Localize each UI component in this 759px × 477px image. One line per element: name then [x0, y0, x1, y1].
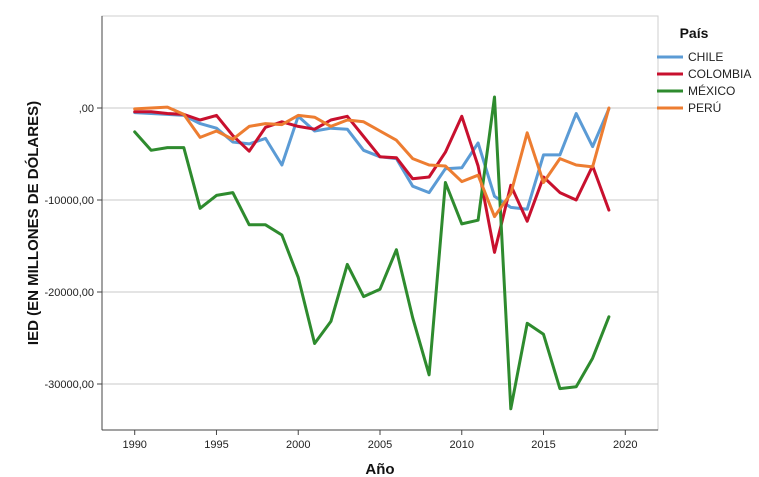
- y-tick-labels: ,00 -10000,00 -20000,00 -30000,00: [44, 103, 94, 391]
- series-line-colombia: [133, 110, 611, 254]
- series-line-perú: [133, 105, 611, 219]
- y-tick-label-1: -10000,00: [44, 195, 94, 207]
- x-tick-labels: 1990 1995 2000 2005 2010 2015 2020: [122, 439, 637, 451]
- grid-lines: [102, 107, 658, 385]
- legend-label-1: COLOMBIA: [688, 67, 751, 81]
- legend: País CHILE COLOMBIA MÉXICO PERÚ: [657, 25, 751, 115]
- plot-area: [101, 15, 659, 431]
- legend-items: CHILE COLOMBIA MÉXICO PERÚ: [657, 50, 751, 115]
- series-line-chile: [133, 107, 611, 211]
- y-axis-title: IED (EN MILLONES DE DÓLARES): [24, 101, 42, 345]
- x-tick-label-6: 2020: [613, 439, 637, 451]
- y-tick-label-3: -30000,00: [44, 379, 94, 391]
- x-axis-title: Año: [365, 461, 394, 477]
- y-tick-label-0: ,00: [79, 103, 94, 115]
- x-tick-label-1: 1995: [204, 439, 228, 451]
- series-lines: [133, 95, 611, 411]
- legend-title: País: [680, 25, 709, 41]
- x-tick-label-4: 2010: [450, 439, 474, 451]
- axes: [97, 16, 658, 435]
- x-tick-label-5: 2015: [531, 439, 555, 451]
- series-line-méxico: [133, 95, 611, 411]
- x-tick-label-3: 2005: [368, 439, 392, 451]
- y-tick-label-2: -20000,00: [44, 287, 94, 299]
- legend-label-0: CHILE: [688, 50, 723, 64]
- x-tick-label-0: 1990: [122, 439, 146, 451]
- x-tick-label-2: 2000: [286, 439, 310, 451]
- legend-label-3: PERÚ: [688, 100, 721, 115]
- legend-label-2: MÉXICO: [688, 83, 735, 98]
